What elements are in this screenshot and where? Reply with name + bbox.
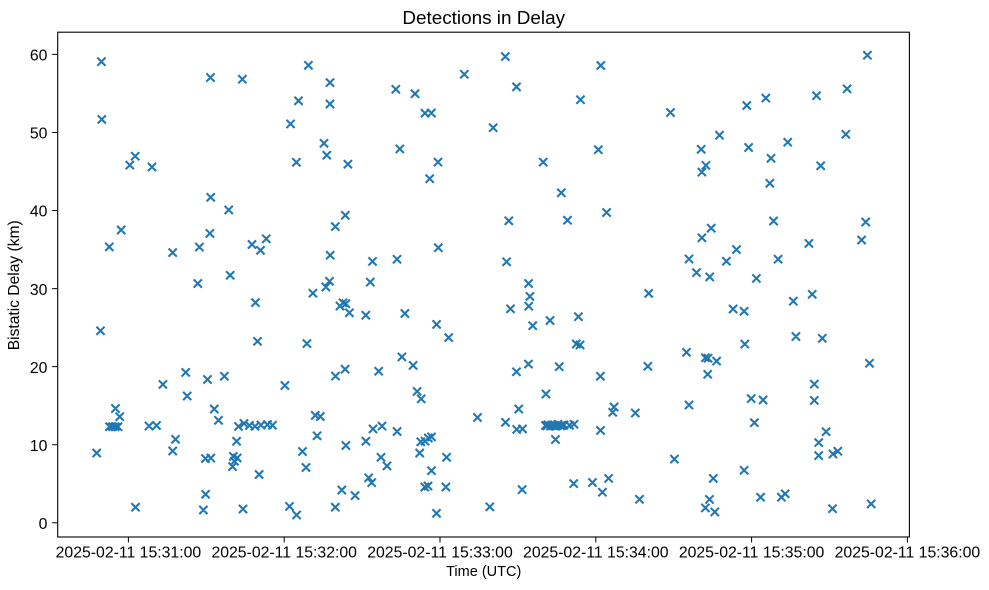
- svg-text:50: 50: [30, 126, 48, 143]
- svg-text:Detections in Delay: Detections in Delay: [402, 8, 565, 29]
- svg-text:2025-02-11 15:32:00: 2025-02-11 15:32:00: [211, 545, 357, 562]
- svg-text:40: 40: [30, 204, 48, 221]
- svg-text:2025-02-11 15:35:00: 2025-02-11 15:35:00: [679, 545, 825, 562]
- svg-text:2025-02-11 15:34:00: 2025-02-11 15:34:00: [523, 545, 669, 562]
- svg-text:2025-02-11 15:31:00: 2025-02-11 15:31:00: [56, 545, 202, 562]
- svg-text:Time (UTC): Time (UTC): [446, 564, 521, 580]
- svg-text:2025-02-11 15:36:00: 2025-02-11 15:36:00: [835, 545, 981, 562]
- svg-text:Bistatic Delay (km): Bistatic Delay (km): [6, 220, 23, 350]
- svg-text:2025-02-11 15:33:00: 2025-02-11 15:33:00: [367, 545, 513, 562]
- svg-text:60: 60: [30, 48, 48, 65]
- svg-text:0: 0: [39, 516, 48, 533]
- svg-text:20: 20: [30, 360, 48, 377]
- svg-text:30: 30: [30, 282, 48, 299]
- svg-text:10: 10: [30, 438, 48, 455]
